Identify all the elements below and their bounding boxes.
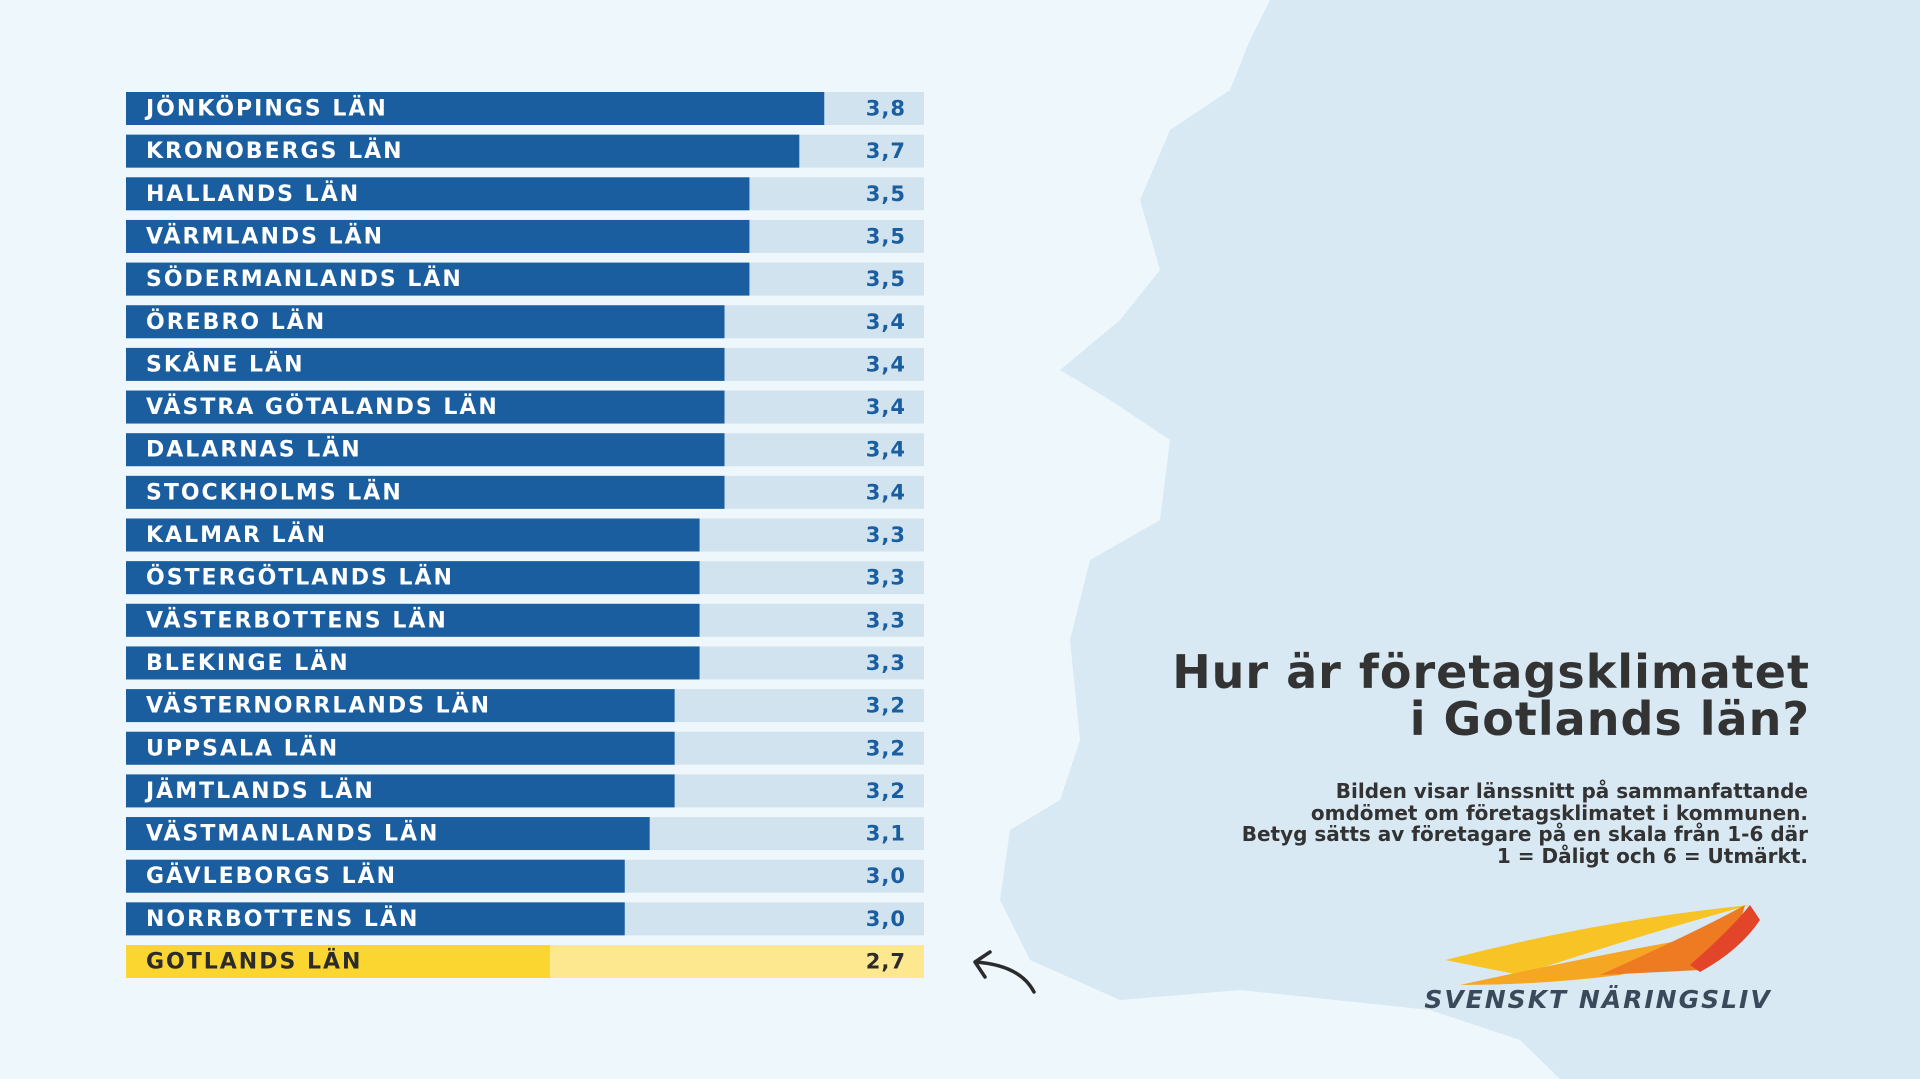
- bar: [126, 177, 750, 211]
- value-label: 3,5: [866, 224, 906, 248]
- category-label: GÄVLEBORGS LÄN: [146, 863, 397, 889]
- value-label: 3,2: [866, 736, 906, 760]
- value-label: 3,3: [866, 651, 906, 675]
- category-label: ÖSTERGÖTLANDS LÄN: [146, 565, 454, 591]
- title-line: Hur är företagsklimatet: [1172, 645, 1810, 699]
- subtitle-line: Betyg sätts av företagare på en skala fr…: [1242, 822, 1808, 846]
- category-label: SKÅNE LÄN: [146, 351, 304, 377]
- bar: [126, 817, 650, 851]
- bar: [126, 902, 625, 936]
- bar: [126, 945, 550, 978]
- arrow: [973, 950, 1036, 994]
- value-label: 3,3: [866, 523, 906, 547]
- category-label: KALMAR LÄN: [146, 522, 327, 548]
- category-label: VÄSTERBOTTENS LÄN: [146, 607, 448, 633]
- category-label: GOTLANDS LÄN: [146, 949, 362, 975]
- category-label: JÖNKÖPINGS LÄN: [144, 96, 388, 122]
- value-label: 3,4: [866, 480, 906, 504]
- category-label: DALARNAS LÄN: [146, 437, 362, 463]
- value-label: 3,7: [866, 139, 906, 163]
- value-label: 3,3: [866, 566, 906, 590]
- category-label: BLEKINGE LÄN: [146, 650, 350, 676]
- bar: [126, 390, 725, 424]
- bar: [126, 774, 675, 808]
- category-label: VÄSTERNORRLANDS LÄN: [146, 693, 491, 719]
- value-label: 3,2: [866, 779, 906, 803]
- map-shape: [1000, 0, 1920, 1079]
- bar: [126, 347, 725, 381]
- value-label: 3,8: [866, 97, 906, 121]
- value-label: 3,3: [866, 608, 906, 632]
- category-label: SÖDERMANLANDS LÄN: [146, 266, 463, 292]
- category-label: VÄSTMANLANDS LÄN: [146, 821, 439, 847]
- value-label: 3,4: [866, 310, 906, 334]
- bar: [126, 305, 725, 339]
- category-label: UPPSALA LÄN: [146, 735, 339, 761]
- value-label: 3,5: [866, 182, 906, 206]
- category-label: VÄRMLANDS LÄN: [146, 223, 384, 249]
- bar: [126, 433, 725, 467]
- value-label: 3,0: [866, 864, 906, 888]
- value-label: 3,1: [866, 822, 906, 846]
- bar: [126, 219, 750, 253]
- bar: [126, 561, 700, 595]
- category-label: JÄMTLANDS LÄN: [144, 778, 375, 804]
- category-label: ÖREBRO LÄN: [146, 309, 326, 335]
- bar: [126, 92, 825, 125]
- bar: [126, 646, 700, 680]
- category-label: HALLANDS LÄN: [146, 181, 360, 207]
- title-line: i Gotlands län?: [1410, 692, 1810, 746]
- value-label: 3,4: [866, 438, 906, 462]
- bar: [126, 689, 675, 723]
- logo-text: SVENSKT NÄRINGSLIV: [1424, 984, 1771, 1014]
- bar: [126, 731, 675, 765]
- bar: [126, 134, 800, 168]
- logo-swoosh: [1445, 905, 1760, 985]
- bar: [126, 859, 625, 893]
- category-label: VÄSTRA GÖTALANDS LÄN: [146, 394, 499, 420]
- value-label: 2,7: [866, 950, 906, 974]
- subtitle-line: omdömet om företagsklimatet i kommunen.: [1311, 801, 1808, 825]
- subtitle-line: Bilden visar länssnitt på sammanfattande: [1336, 779, 1808, 803]
- bar: [126, 475, 725, 509]
- value-label: 3,0: [866, 907, 906, 931]
- bar: [126, 518, 700, 552]
- subtitle-line: 1 = Dåligt och 6 = Utmärkt.: [1497, 844, 1808, 868]
- value-label: 3,5: [866, 267, 906, 291]
- bar: [126, 603, 700, 637]
- category-label: STOCKHOLMS LÄN: [146, 479, 403, 505]
- value-label: 3,4: [866, 352, 906, 376]
- value-label: 3,4: [866, 395, 906, 419]
- category-label: KRONOBERGS LÄN: [146, 138, 404, 164]
- bar: [126, 262, 750, 296]
- value-label: 3,2: [866, 694, 906, 718]
- category-label: NORRBOTTENS LÄN: [146, 906, 419, 932]
